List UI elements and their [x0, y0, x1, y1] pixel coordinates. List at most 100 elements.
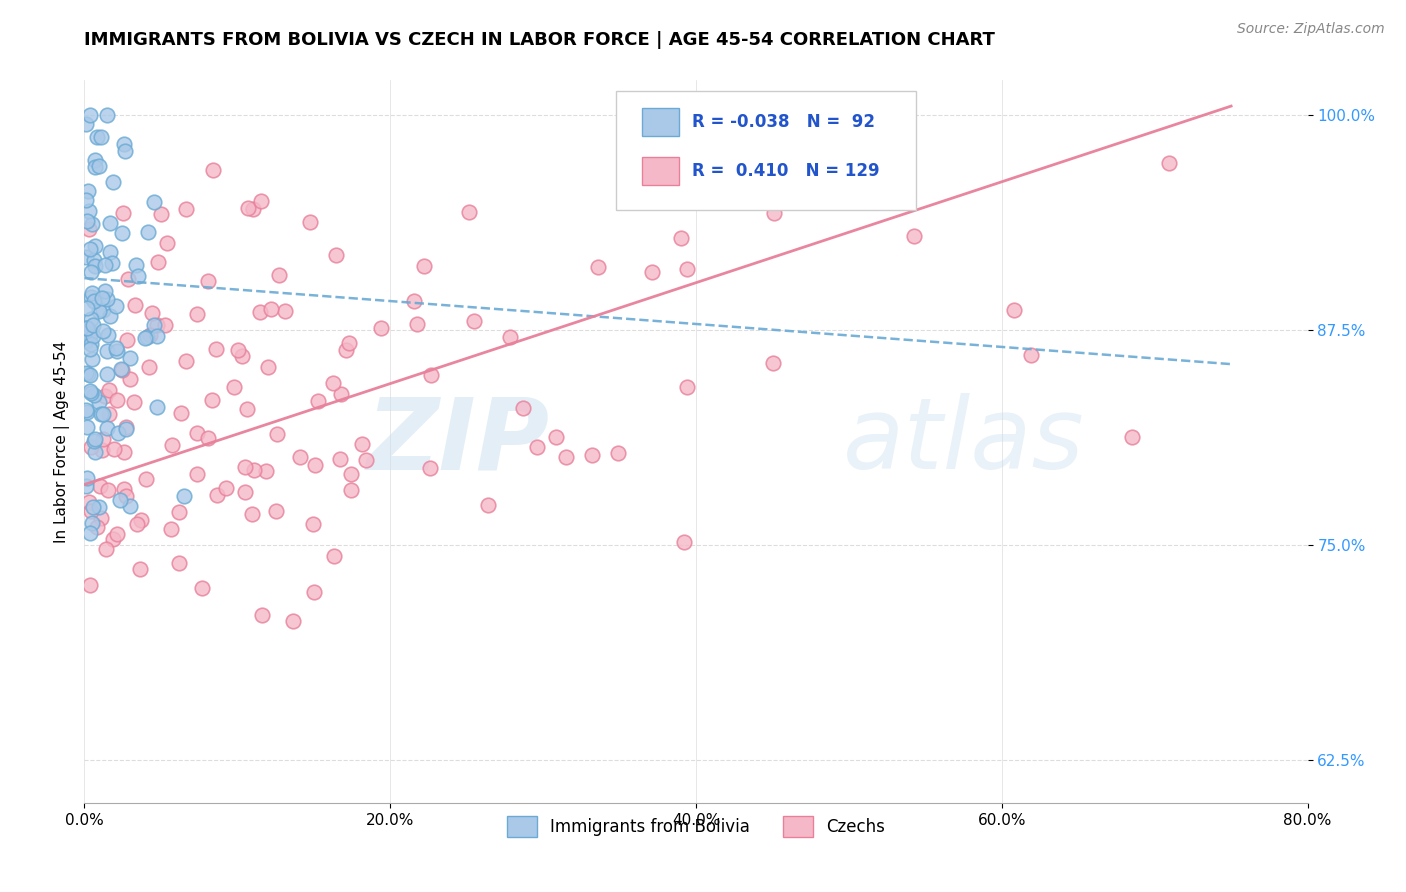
Point — [87, 500, 110, 514]
Point — [201, 393, 224, 408]
Point — [762, 356, 785, 370]
Point — [117, 272, 139, 286]
Point — [87, 395, 110, 409]
Point — [84, 153, 107, 168]
Point — [125, 258, 148, 272]
Point — [110, 363, 132, 377]
Point — [105, 344, 128, 359]
Point — [274, 303, 297, 318]
Point — [135, 472, 157, 486]
Point — [86, 130, 108, 145]
Point — [118, 372, 141, 386]
Point — [82, 500, 104, 515]
Point — [91, 291, 114, 305]
Text: R =  0.410   N = 129: R = 0.410 N = 129 — [692, 162, 880, 180]
Point — [127, 268, 149, 283]
Point — [124, 298, 146, 312]
Point — [420, 368, 443, 383]
Point — [80, 286, 103, 301]
Point — [94, 542, 117, 557]
Point — [80, 351, 103, 366]
Point — [108, 492, 131, 507]
Point — [90, 129, 112, 144]
Point — [145, 400, 167, 414]
Point — [75, 403, 97, 417]
Point — [82, 516, 104, 530]
Point — [238, 201, 260, 215]
Point — [107, 425, 129, 440]
Point — [586, 260, 609, 274]
Point — [90, 407, 112, 421]
Point — [186, 307, 208, 321]
Point — [89, 479, 111, 493]
Point — [80, 440, 103, 454]
Point — [127, 517, 149, 532]
Point — [671, 231, 693, 245]
Point — [80, 311, 103, 326]
Point — [307, 393, 329, 408]
Point — [281, 614, 304, 628]
Point — [129, 562, 152, 576]
Point — [84, 238, 107, 252]
Point — [80, 504, 103, 518]
Point — [153, 318, 176, 332]
Point — [1019, 348, 1042, 362]
Point — [463, 314, 485, 328]
Point — [335, 343, 357, 357]
Text: Source: ZipAtlas.com: Source: ZipAtlas.com — [1237, 22, 1385, 37]
Point — [405, 317, 427, 331]
Point — [498, 330, 520, 344]
Point — [80, 337, 103, 351]
Point — [101, 175, 124, 189]
Point — [101, 256, 124, 270]
Point — [249, 305, 271, 319]
Point — [76, 321, 98, 335]
Point — [186, 425, 208, 440]
Point — [176, 353, 198, 368]
Point — [205, 342, 228, 356]
Point — [544, 430, 567, 444]
Point — [675, 262, 697, 277]
Text: IMMIGRANTS FROM BOLIVIA VS CZECH IN LABOR FORCE | AGE 45-54 CORRELATION CHART: IMMIGRANTS FROM BOLIVIA VS CZECH IN LABO… — [84, 31, 995, 49]
Point — [87, 303, 110, 318]
Point — [512, 401, 534, 415]
Point — [254, 464, 277, 478]
Point — [105, 527, 128, 541]
Point — [75, 250, 97, 264]
Point — [146, 328, 169, 343]
Point — [169, 505, 191, 519]
Point — [79, 328, 101, 343]
Point — [170, 405, 193, 419]
Point — [131, 514, 153, 528]
Point — [105, 392, 128, 407]
Point — [146, 318, 169, 332]
Point — [167, 556, 190, 570]
Point — [80, 265, 103, 279]
Point — [97, 483, 120, 498]
Point — [79, 368, 101, 383]
Point — [86, 520, 108, 534]
Point — [94, 388, 117, 402]
Point — [323, 549, 346, 563]
Point — [607, 445, 630, 459]
Point — [114, 137, 136, 152]
Point — [141, 305, 163, 319]
Point — [191, 581, 214, 595]
Point — [118, 500, 141, 514]
Point — [103, 442, 125, 456]
Point — [322, 376, 344, 390]
Point — [215, 481, 238, 495]
Point — [90, 443, 112, 458]
Point — [80, 386, 103, 401]
Point — [252, 608, 274, 623]
Point — [114, 422, 136, 436]
Point — [356, 453, 378, 467]
Point — [75, 321, 97, 335]
Point — [112, 205, 135, 219]
Point — [83, 434, 105, 448]
Point — [94, 284, 117, 298]
Point — [249, 194, 271, 209]
Point — [156, 236, 179, 251]
Point — [134, 331, 156, 345]
Point — [77, 495, 100, 509]
